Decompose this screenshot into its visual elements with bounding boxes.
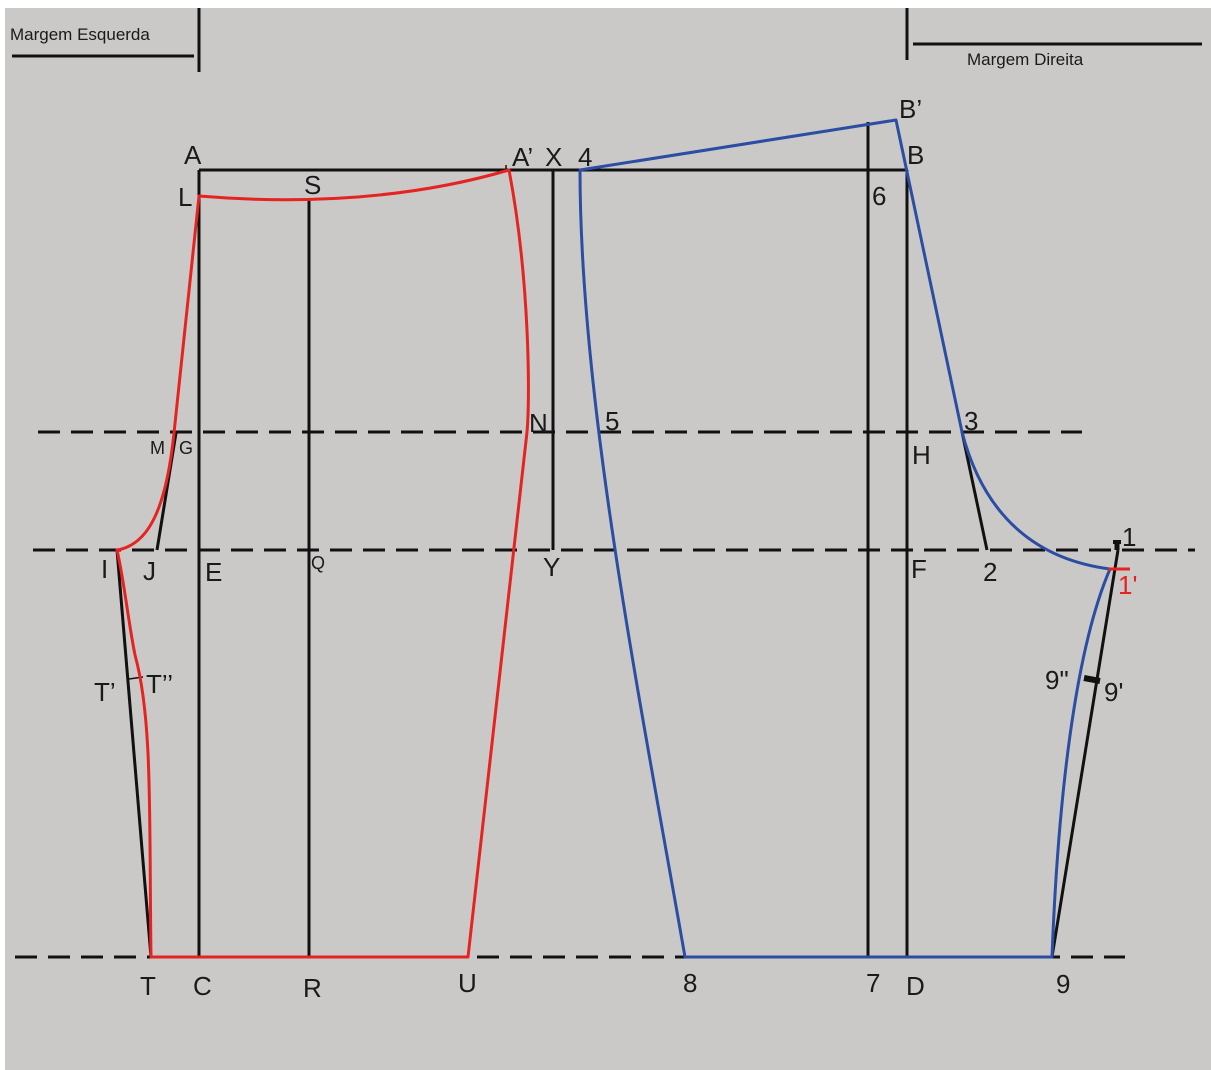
point-3-label: 3 <box>964 406 978 436</box>
point-B-label: B <box>907 140 924 170</box>
point-E-label: E <box>205 557 222 587</box>
point-I-label: I <box>101 554 108 584</box>
point-9-double-prime-label: 9" <box>1045 665 1069 695</box>
point-L-label: L <box>178 182 192 212</box>
mark-9-9prime <box>1083 675 1101 684</box>
point-U-label: U <box>458 968 477 998</box>
point-S-label: S <box>304 170 321 200</box>
point-4-label: 4 <box>578 142 592 172</box>
front-pattern-outline <box>115 168 530 959</box>
drafting-sheet <box>5 8 1211 1070</box>
left-margin-marker <box>12 8 201 72</box>
left-margin-label: Margem Esquerda <box>10 25 150 44</box>
point-H-label: H <box>912 440 931 470</box>
point-N-label: N <box>529 408 548 438</box>
point-A-prime-label: A’ <box>512 142 533 172</box>
point-C-label: C <box>193 971 212 1001</box>
point-D-label: D <box>906 971 925 1001</box>
point-A-label: A <box>184 140 202 170</box>
point-Y-label: Y <box>543 552 560 582</box>
point-X-label: X <box>545 142 562 172</box>
line-I-T <box>115 549 153 958</box>
point-Q-label: Q <box>311 553 325 573</box>
point-6-label: 6 <box>872 181 886 211</box>
point-1-prime-label: 1' <box>1118 570 1137 600</box>
right-margin-label: Margem Direita <box>967 50 1084 69</box>
line-3-2 <box>960 431 989 551</box>
point-7-label: 7 <box>866 968 880 998</box>
back-pattern-outline <box>578 118 1112 959</box>
point-B-prime-label: B’ <box>899 94 922 124</box>
point-5-label: 5 <box>605 406 619 436</box>
construction-lines <box>115 122 1121 958</box>
point-2-label: 2 <box>983 557 997 587</box>
point-T-prime-label: T’ <box>94 677 116 707</box>
point-9-label: 9 <box>1056 969 1070 999</box>
point-1-label: 1 <box>1122 522 1136 552</box>
line-1-9 <box>1050 549 1120 958</box>
point-F-label: F <box>911 554 927 584</box>
point-9-prime-label: 9' <box>1104 677 1123 707</box>
point-R-label: R <box>303 973 322 1003</box>
point-T-double-prime-label: T’’ <box>146 669 173 699</box>
point-G-label: G <box>179 438 193 458</box>
point-T-label: T <box>140 971 156 1001</box>
point-8-label: 8 <box>683 968 697 998</box>
point-J-label: J <box>143 556 156 586</box>
right-margin-marker <box>905 8 1202 60</box>
point-M-label: M <box>150 438 165 458</box>
